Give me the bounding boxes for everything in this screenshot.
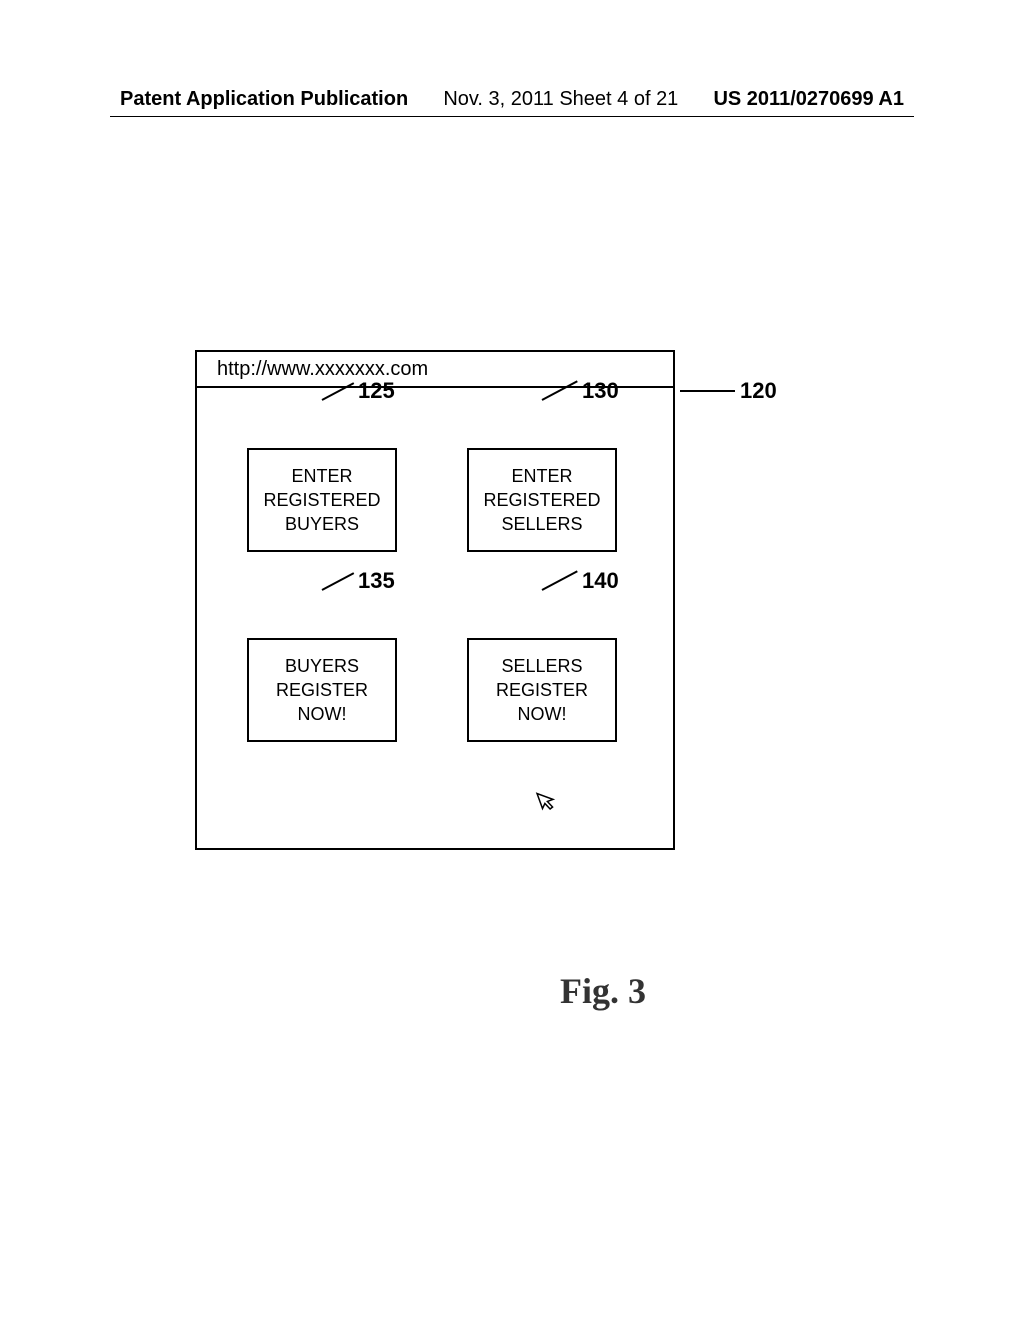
ref-120: 120 (740, 378, 777, 404)
box-line: ENTER (291, 464, 352, 488)
window-body: ENTER REGISTERED BUYERS ENTER REGISTERED… (197, 388, 673, 848)
lead-120 (680, 390, 735, 392)
box-line: BUYERS (285, 654, 359, 678)
box-line: REGISTERED (483, 488, 600, 512)
ref-140: 140 (582, 568, 619, 594)
box-line: ENTER (511, 464, 572, 488)
box-line: REGISTER (276, 678, 368, 702)
box-line: NOW! (298, 702, 347, 726)
box-line: SELLERS (501, 654, 582, 678)
mouse-cursor-icon (533, 785, 566, 821)
box-line: REGISTERED (263, 488, 380, 512)
figure-caption: Fig. 3 (560, 970, 646, 1012)
pub-type: Patent Application Publication (120, 88, 408, 111)
box-line: NOW! (518, 702, 567, 726)
box-line: BUYERS (285, 512, 359, 536)
box-line: SELLERS (501, 512, 582, 536)
buyers-register-now-button[interactable]: BUYERS REGISTER NOW! (247, 638, 397, 742)
enter-registered-buyers-button[interactable]: ENTER REGISTERED BUYERS (247, 448, 397, 552)
sellers-register-now-button[interactable]: SELLERS REGISTER NOW! (467, 638, 617, 742)
pub-date-sheet: Nov. 3, 2011 Sheet 4 of 21 (443, 88, 678, 111)
header-separator (110, 116, 914, 117)
url-text: http://www.xxxxxxx.com (217, 358, 428, 381)
page-header: Patent Application Publication Nov. 3, 2… (0, 88, 1024, 111)
browser-window: http://www.xxxxxxx.com ENTER REGISTERED … (195, 350, 675, 850)
ref-135: 135 (358, 568, 395, 594)
ref-125: 125 (358, 378, 395, 404)
ref-130: 130 (582, 378, 619, 404)
enter-registered-sellers-button[interactable]: ENTER REGISTERED SELLERS (467, 448, 617, 552)
box-line: REGISTER (496, 678, 588, 702)
pub-number: US 2011/0270699 A1 (713, 88, 904, 111)
